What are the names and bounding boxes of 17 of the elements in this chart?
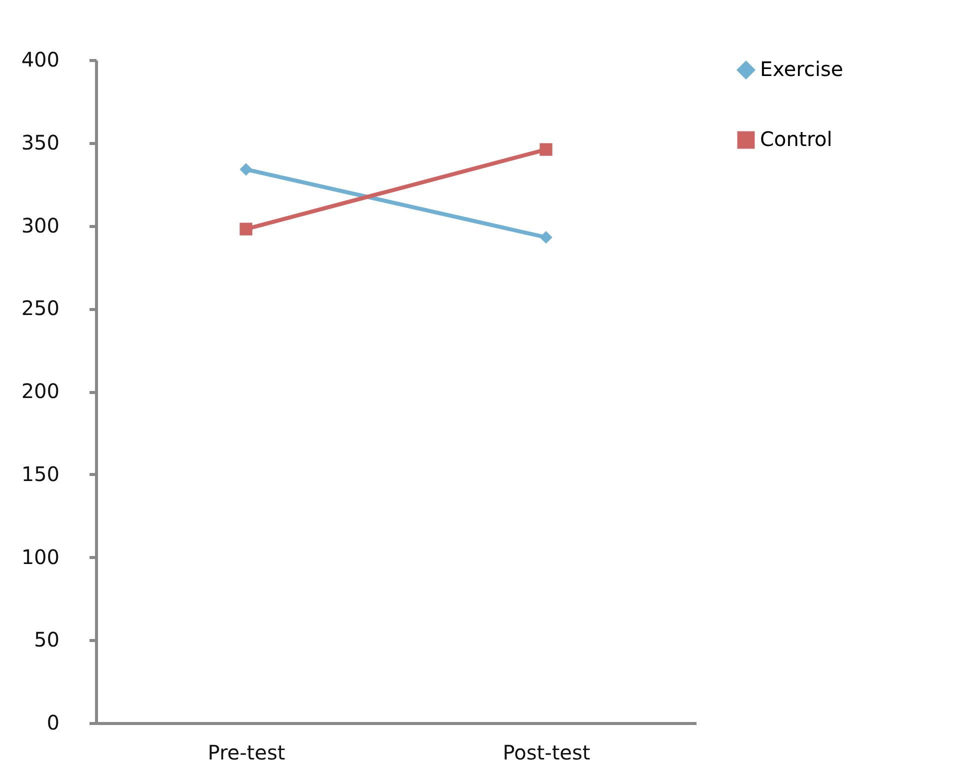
x-tick-label: Post-test xyxy=(502,740,590,764)
x-tick-label: Pre-test xyxy=(208,740,286,764)
point xyxy=(240,163,252,176)
y-tick-label: 200 xyxy=(21,379,60,403)
legend-label: Exercise xyxy=(760,57,844,81)
y-tick-label: 300 xyxy=(21,213,60,238)
y-tick-label: 150 xyxy=(21,462,60,486)
point xyxy=(540,143,552,156)
y-tick-label: 400 xyxy=(21,48,60,72)
point xyxy=(240,222,252,236)
y-tick-label: 0 xyxy=(46,710,60,734)
y-tick-label: 100 xyxy=(21,544,60,569)
y-tick-label: 350 xyxy=(21,130,60,154)
legend-label: Control xyxy=(760,127,832,151)
point xyxy=(540,231,552,244)
y-tick-label: 250 xyxy=(21,296,60,320)
y-tick-label: 50 xyxy=(34,628,60,652)
